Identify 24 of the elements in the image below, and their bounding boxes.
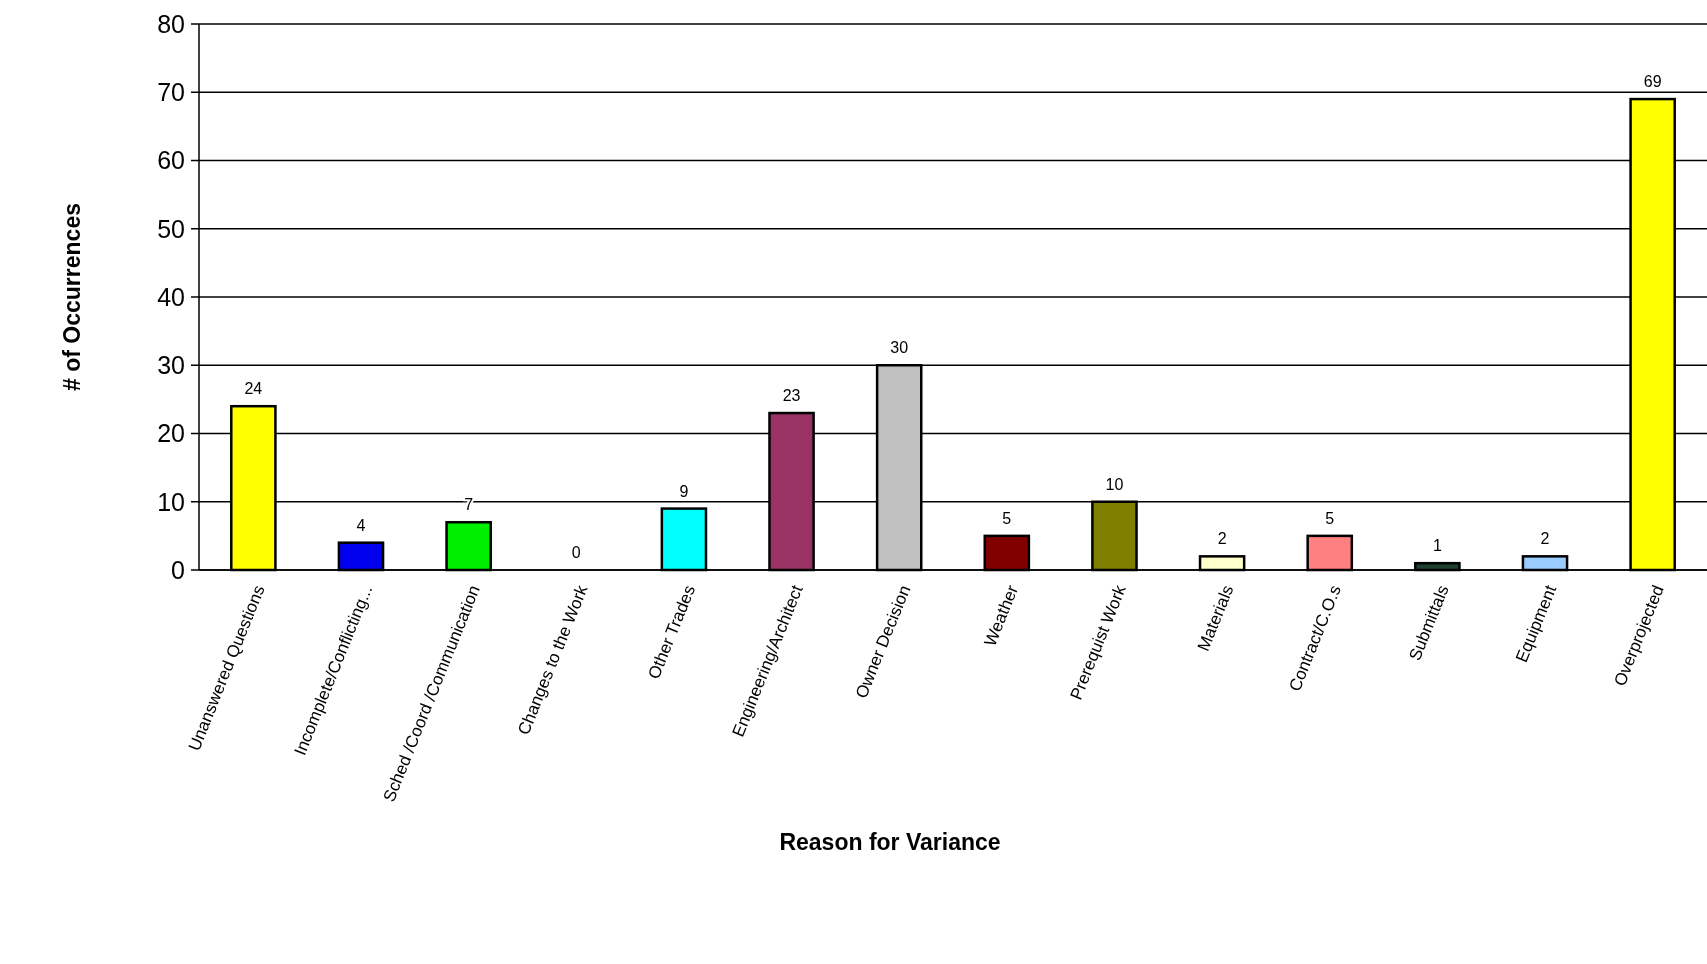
data-label: 23 [782,387,801,405]
data-label: 5 [1002,509,1012,527]
data-label: 9 [679,482,689,500]
y-tick-label: 70 [157,78,185,106]
data-label: 5 [1325,509,1335,527]
y-tick-label: 60 [157,146,185,175]
data-label: 30 [890,339,909,357]
data-label: 2 [1540,530,1550,548]
y-tick-label: 80 [157,9,185,38]
data-label: 24 [244,380,263,398]
y-tick-label: 0 [171,555,185,584]
x-axis-title: Reason for Variance [779,829,1001,855]
y-tick-label: 50 [157,214,185,243]
data-label: 4 [356,516,366,534]
y-axis-title: # of Occurrences [59,203,85,391]
y-tick-label: 20 [157,419,185,448]
data-label: 0 [571,544,581,561]
data-label: 1 [1432,537,1442,555]
y-tick-label: 10 [157,487,185,516]
data-label: 69 [1643,73,1662,91]
y-tick-label: 30 [157,351,185,379]
y-tick-label: 40 [157,282,185,311]
data-label: 10 [1105,475,1124,493]
data-label: 2 [1217,530,1227,548]
